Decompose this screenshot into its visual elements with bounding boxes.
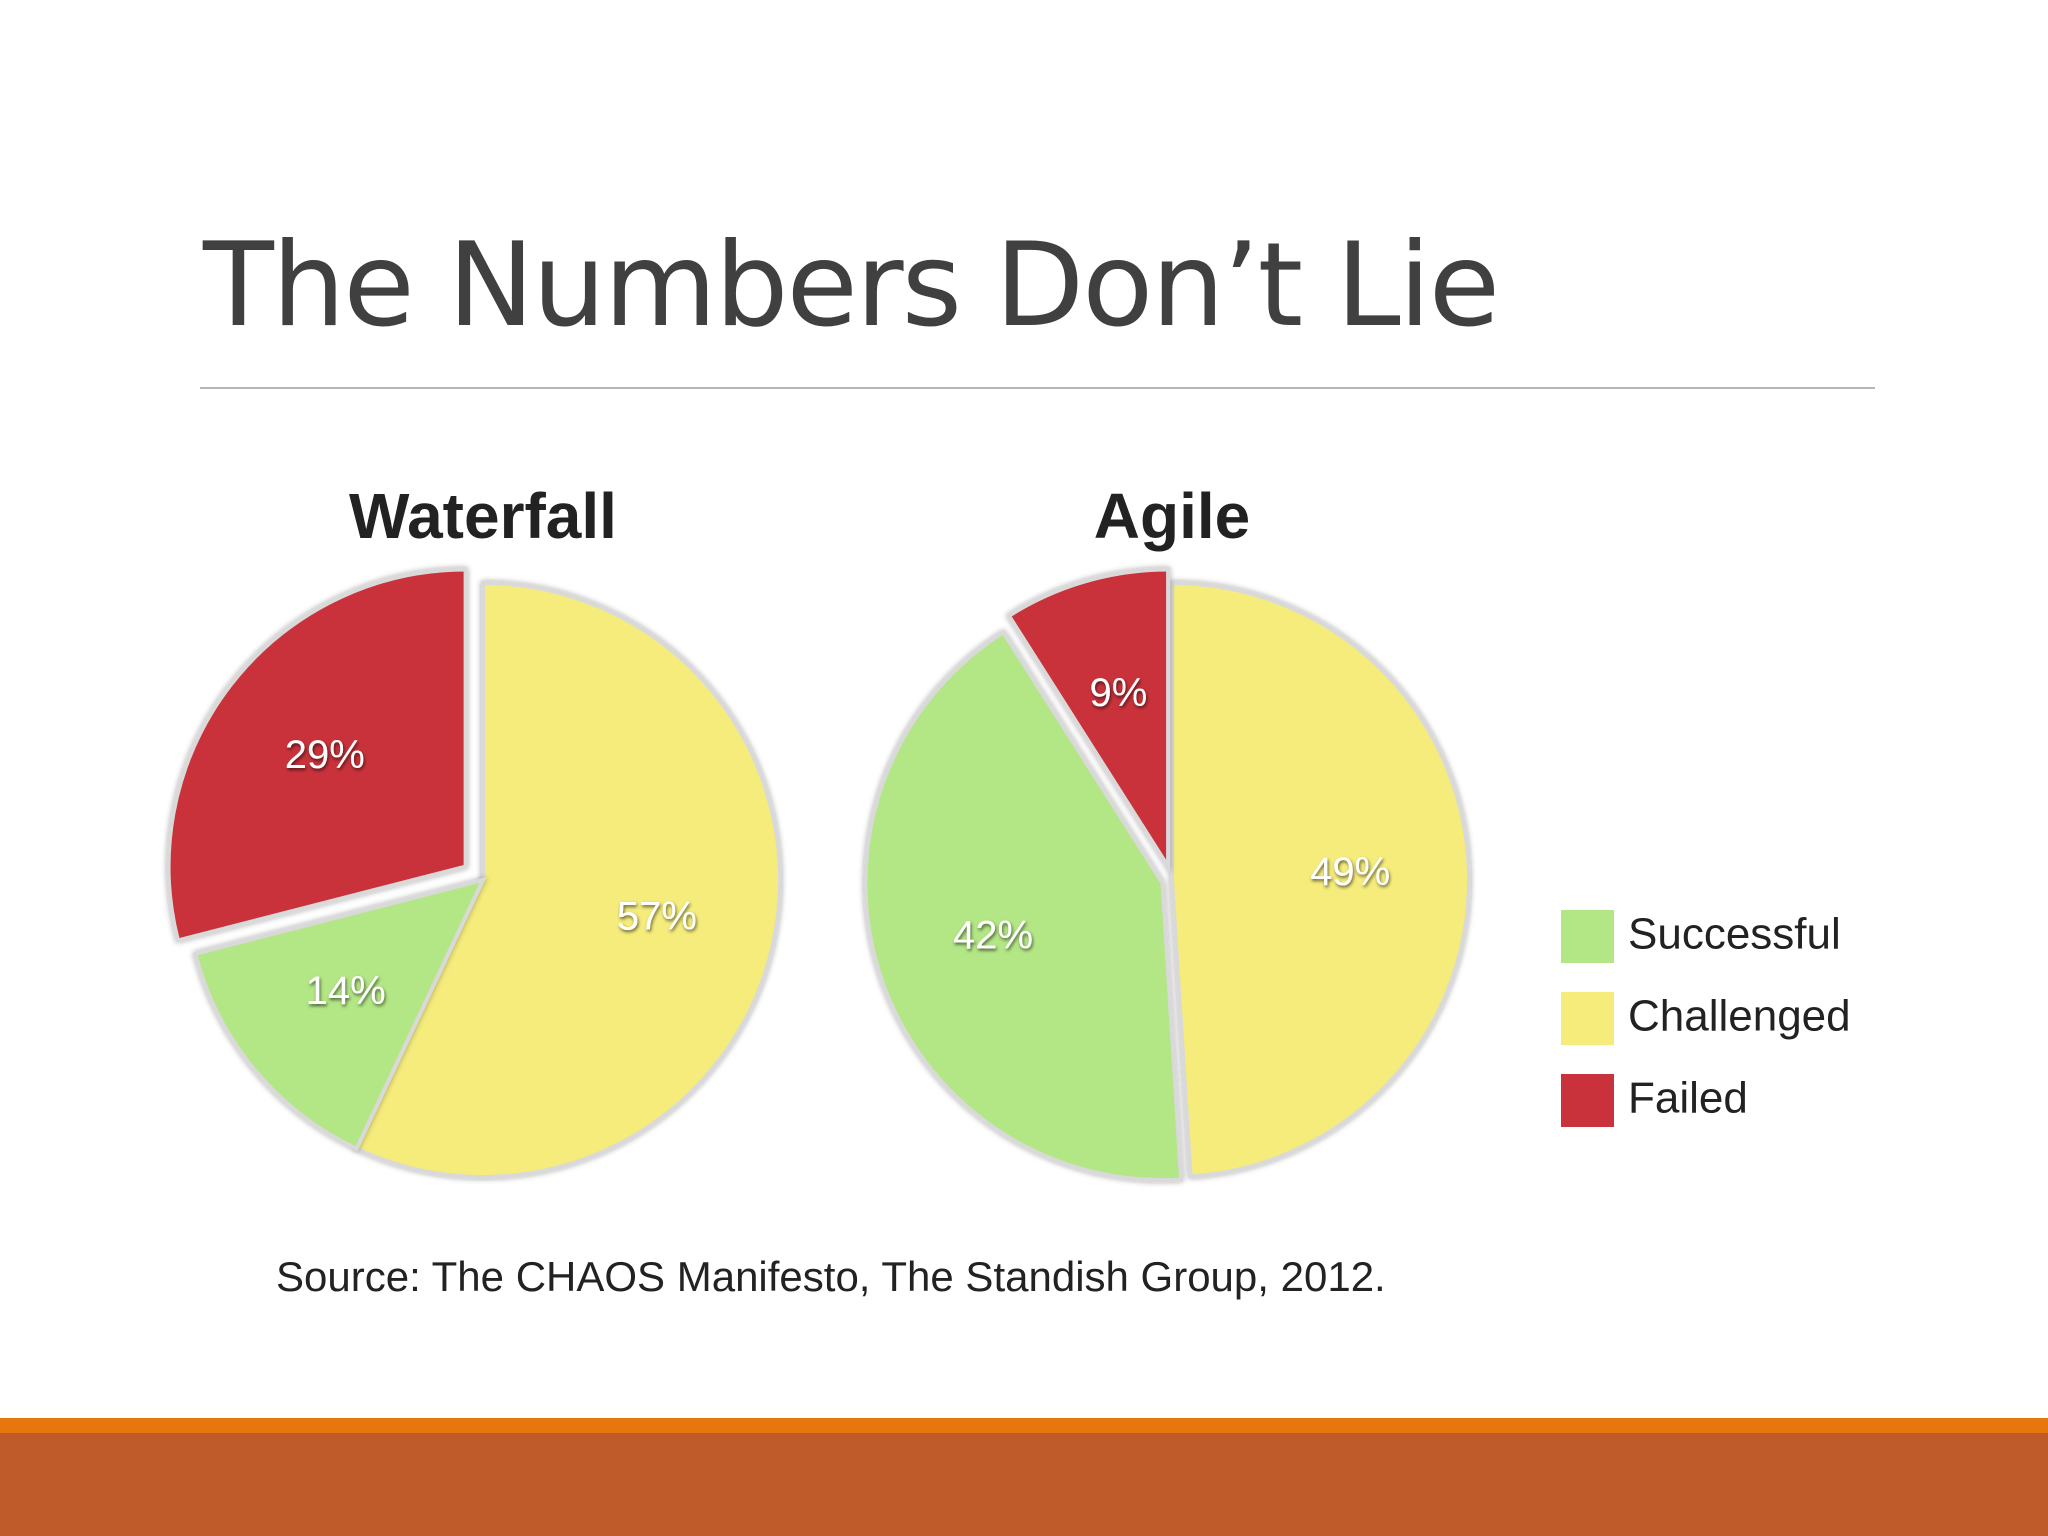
agile-slice-challenged (1170, 580, 1471, 1179)
agile-slice-successful (863, 629, 1184, 1183)
pie-charts: Waterfall 57% 14% 29% Agile 49% 42% 9% Succe… (166, 480, 1851, 1183)
legend-label-successful: Successful (1628, 910, 1841, 959)
legend-label-failed: Failed (1628, 1074, 1748, 1123)
waterfall-label-successful: 14% (306, 969, 386, 1013)
footer-accent-stripe (0, 1418, 2048, 1433)
agile-label-challenged: 49% (1310, 850, 1390, 894)
waterfall-slice-successful (192, 877, 487, 1152)
waterfall-label-challenged: 57% (617, 894, 697, 938)
agile-title: Agile (1094, 480, 1250, 552)
source-citation: Source: The CHAOS Manifesto, The Standis… (276, 1253, 1386, 1300)
waterfall-label-failed: 29% (285, 733, 365, 777)
chart-legend: Successful Challenged Failed (1561, 910, 1851, 1127)
agile-slice-failed (1006, 567, 1171, 874)
legend-swatch-challenged (1561, 992, 1614, 1045)
agile-label-successful: 42% (953, 914, 1033, 958)
waterfall-title: Waterfall (349, 480, 617, 552)
legend-swatch-failed (1561, 1074, 1614, 1127)
waterfall-slice-challenged (353, 580, 783, 1179)
slide-title: The Numbers Don’t Lie (203, 218, 1500, 353)
legend-swatch-successful (1561, 910, 1614, 963)
footer-bar (0, 1433, 2048, 1536)
waterfall-slice-failed (166, 567, 468, 943)
legend-label-challenged: Challenged (1628, 992, 1851, 1041)
title-divider (200, 387, 1875, 389)
agile-label-failed: 9% (1089, 671, 1147, 715)
agile-pie: Agile 49% 42% 9% (863, 480, 1471, 1183)
waterfall-pie: Waterfall 57% 14% 29% (166, 480, 783, 1179)
